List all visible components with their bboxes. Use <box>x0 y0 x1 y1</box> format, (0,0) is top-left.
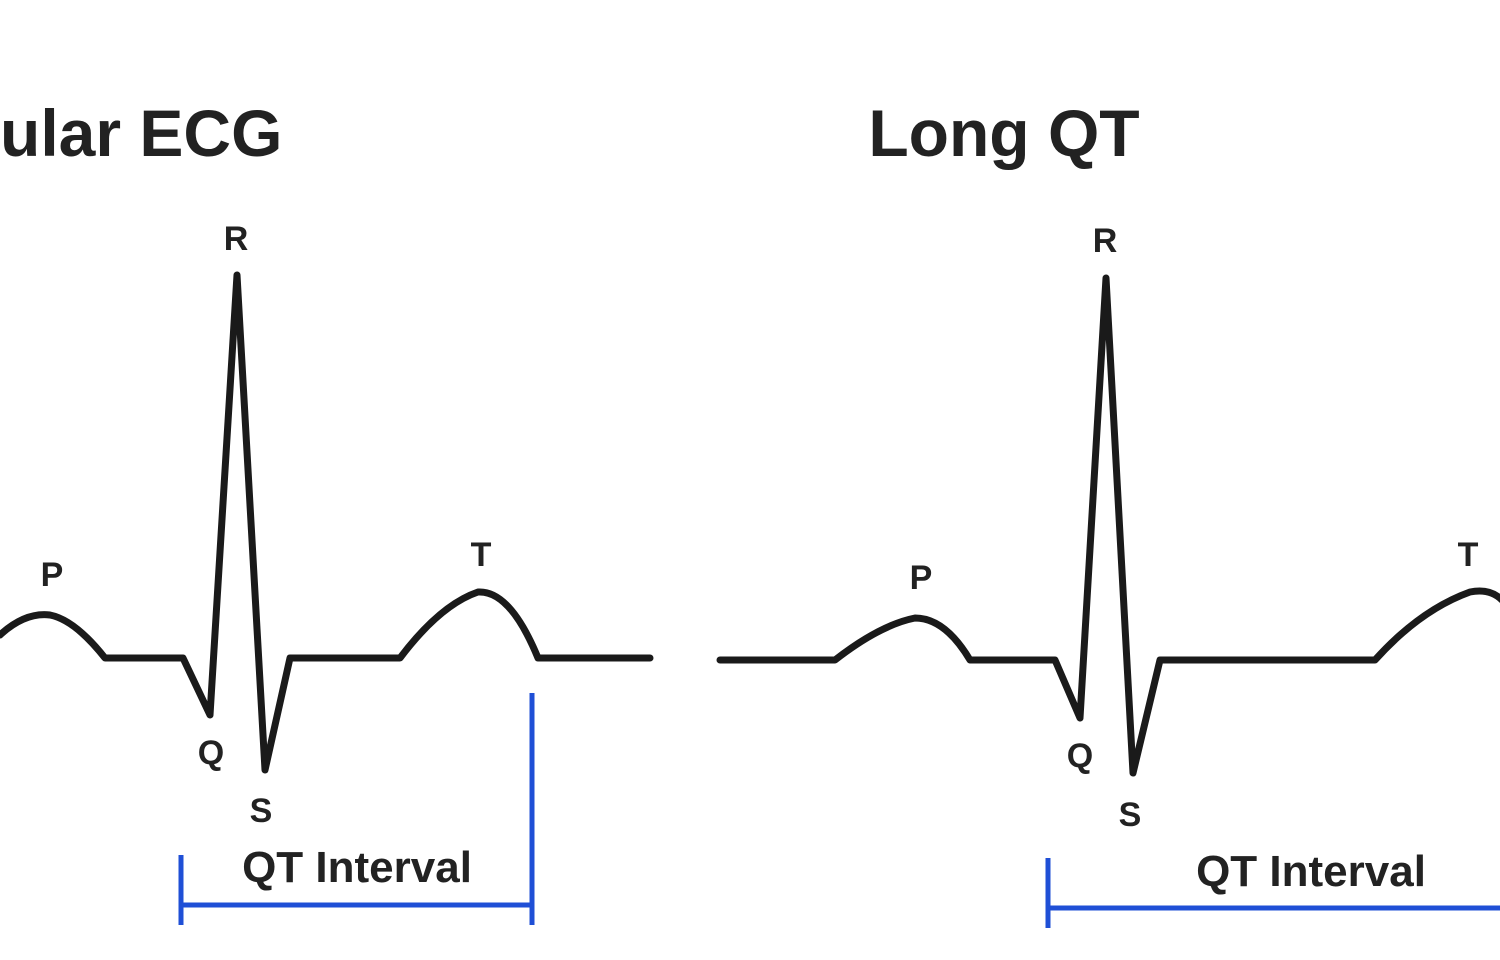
wave-label: R <box>1093 222 1118 260</box>
wave-label: T <box>1458 536 1479 574</box>
qt-label: QT Interval <box>242 843 472 892</box>
wave-label: S <box>1119 796 1142 834</box>
long-qt-panel: Long QT R P Q S T QT Interval <box>716 96 1500 928</box>
wave-label: R <box>224 220 249 258</box>
qt-bracket <box>1045 858 1500 928</box>
panel-title: Long QT <box>868 96 1139 170</box>
wave-label: Q <box>198 734 224 772</box>
regular-ecg-panel: ular ECG R P Q S T QT Interval <box>0 96 654 925</box>
wave-label: S <box>250 792 273 830</box>
qt-label: QT Interval <box>1196 847 1426 896</box>
ecg-trace <box>0 271 654 774</box>
wave-label: P <box>910 559 933 597</box>
wave-label: P <box>41 556 64 594</box>
panel-title: ular ECG <box>0 96 282 170</box>
wave-label: Q <box>1067 737 1093 775</box>
qt-bracket <box>178 693 535 925</box>
wave-label: T <box>471 536 492 574</box>
ecg-trace <box>716 274 1500 777</box>
